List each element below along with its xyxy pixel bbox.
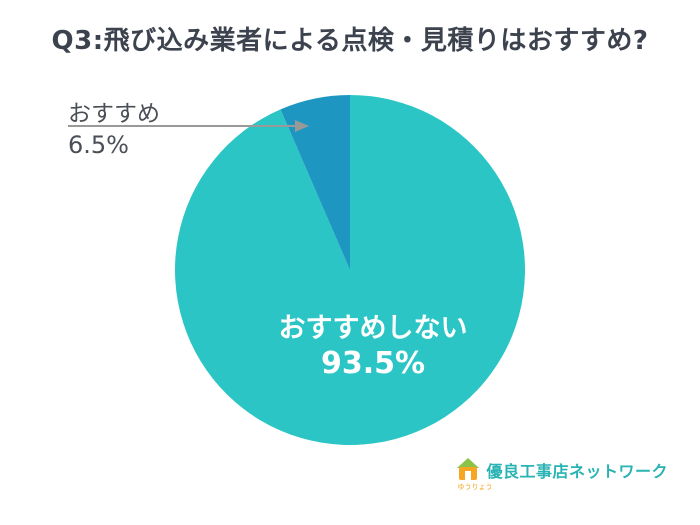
- annotation-percentage: 6.5%: [68, 131, 129, 159]
- annotation-label: おすすめ: [68, 101, 160, 127]
- pie-slices: [174, 95, 525, 445]
- logo-ruby-text: ゆうりょう: [457, 483, 493, 491]
- brand-logo: ゆうりょう 優良工事店ネットワーク: [455, 457, 668, 491]
- pie-slice-おすすめ: [280, 95, 350, 270]
- main-slice-percentage: 93.5%: [320, 346, 426, 381]
- chart-title: Q3:飛び込み業者による点検・見積りはおすすめ?: [51, 26, 649, 56]
- annotation-leader-line: [68, 120, 309, 132]
- main-slice-label: おすすめしない: [278, 313, 468, 344]
- arrowhead-icon: [295, 120, 309, 132]
- house-logo-icon: ゆうりょう: [455, 457, 492, 491]
- logo-text: 優良工事店ネットワーク: [486, 462, 668, 481]
- house-icon: [457, 458, 480, 480]
